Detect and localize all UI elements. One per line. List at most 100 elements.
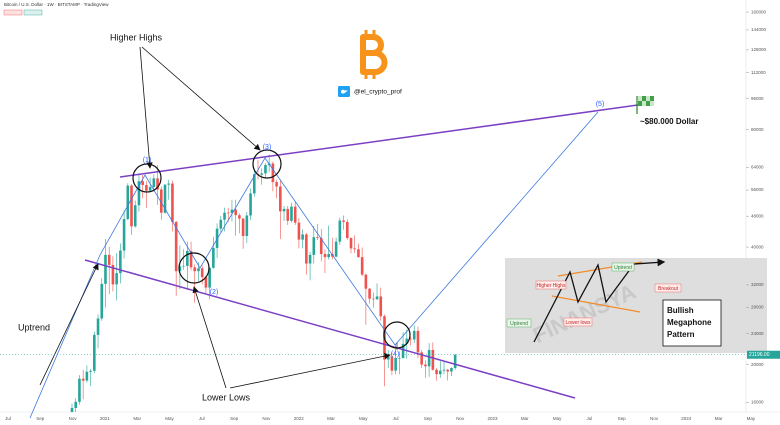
candle-body	[119, 250, 122, 274]
candle-body	[249, 193, 252, 216]
candle-body	[174, 221, 178, 272]
candle-body	[178, 266, 182, 272]
arrow	[141, 46, 261, 151]
candle-body	[93, 334, 96, 371]
candle-body	[241, 218, 245, 237]
point-label: (4)	[391, 351, 400, 358]
candle-body	[193, 267, 197, 272]
candle-body	[316, 237, 319, 239]
header-box	[23, 9, 43, 16]
candle-body	[204, 277, 208, 288]
arrow	[229, 352, 391, 389]
candle-body	[345, 221, 349, 239]
inset-tag	[563, 317, 593, 327]
candle-body	[290, 206, 293, 221]
candle-body	[145, 184, 148, 191]
highlight-circle	[178, 252, 210, 284]
inset: FINANSYA Uptrend Higher Highs Breakout L…	[505, 258, 767, 353]
candle-body	[200, 268, 204, 278]
inset-text: Uptrend	[510, 321, 528, 327]
candle-body	[375, 296, 379, 300]
candle-body	[238, 215, 241, 219]
inset-text: Lower lows	[565, 320, 591, 326]
candle-body	[379, 296, 383, 317]
candle-body	[394, 357, 397, 371]
candle-body	[85, 371, 89, 381]
candle-body	[96, 318, 100, 335]
header-box	[3, 9, 23, 16]
candle-body	[338, 220, 342, 242]
x-tick-label: Nov	[69, 416, 78, 421]
candle-body	[130, 185, 133, 227]
y-tick-label: 80000	[751, 127, 764, 132]
candle-body	[453, 354, 457, 369]
x-tick-label: Mar	[521, 416, 529, 421]
lower-lows-label: Lower Lows	[202, 392, 251, 402]
candle-body	[264, 165, 267, 174]
arrow	[39, 263, 99, 386]
upper-trendline	[119, 104, 639, 178]
y-tick-label: 32000	[751, 282, 764, 287]
uptrend-label: Uptrend	[18, 322, 50, 332]
candle-body	[427, 349, 431, 367]
handle: @el_crypto_prof	[354, 89, 402, 96]
candle-body	[297, 222, 301, 240]
inset-tag	[506, 318, 532, 328]
wave-path	[29, 111, 599, 419]
candle-body	[234, 209, 237, 216]
x-tick-label: Jul	[393, 416, 399, 421]
candle-body	[215, 228, 219, 248]
x-tick-label: Sep	[424, 416, 433, 421]
x-tick-label: Mar	[327, 416, 335, 421]
candle-body	[416, 330, 420, 353]
y-tick-label: 56000	[751, 187, 764, 192]
pattern-text: Bullish	[667, 306, 694, 315]
candle-body	[81, 378, 85, 381]
inset-line	[551, 295, 641, 313]
candle-body	[163, 184, 167, 213]
last-price-label: 21196.00	[749, 352, 770, 358]
x-tick-label: May	[553, 416, 562, 421]
candle-body	[360, 257, 364, 275]
candle-body	[372, 298, 375, 300]
x-tick-label: 2023	[487, 416, 498, 421]
x-tick-label: May	[359, 416, 368, 421]
candle-body	[245, 215, 249, 237]
pattern-box	[662, 299, 722, 347]
candle-body	[401, 343, 405, 358]
point-label: (2)	[210, 289, 219, 296]
point-label: (1)	[143, 157, 152, 164]
candle-body	[409, 338, 412, 340]
candle-body	[182, 265, 185, 267]
x-tick-label: Jul	[5, 416, 11, 421]
candle-body	[293, 206, 297, 223]
finish-flag	[636, 96, 654, 114]
candle-body	[431, 349, 435, 370]
candle-body	[111, 264, 115, 285]
arrow	[139, 46, 153, 169]
candle-body	[171, 183, 174, 222]
candles	[70, 154, 457, 412]
candle-body	[223, 212, 226, 220]
last-price-tag	[747, 350, 780, 359]
y-tick-label: 24000	[751, 331, 764, 336]
candle-body	[323, 254, 327, 258]
candle-body	[424, 364, 427, 367]
candle-body	[305, 234, 308, 264]
candle-body	[353, 248, 357, 250]
candle-body	[319, 238, 323, 255]
candle-body	[208, 267, 211, 288]
x-tick-label: Jul	[587, 416, 593, 421]
candle-body	[420, 352, 423, 365]
x-tick-label: Nov	[650, 416, 659, 421]
candle-body	[442, 369, 446, 371]
bitcoin-logo	[360, 30, 388, 79]
candle-body	[167, 183, 171, 185]
x-tick-label: 2021	[100, 416, 111, 421]
candle-body	[357, 249, 360, 258]
candle-body	[450, 368, 453, 372]
candle-body	[189, 250, 193, 268]
candle-body	[252, 174, 256, 194]
